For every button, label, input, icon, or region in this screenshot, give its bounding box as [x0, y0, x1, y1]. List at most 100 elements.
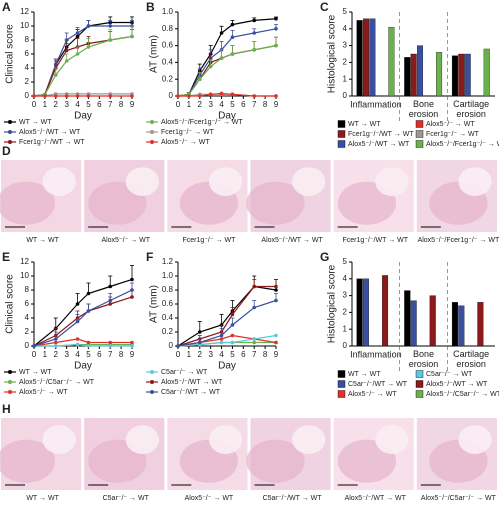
y-tick-label: 8 [25, 285, 30, 294]
series-line [33, 296, 133, 347]
data-point [64, 94, 69, 98]
y-tick-label: 1 [343, 74, 348, 83]
micrograph [167, 160, 248, 232]
y-axis-label: AT (mm) [149, 35, 160, 73]
tissue [246, 439, 305, 483]
y-tick-label: 0.2 [162, 74, 174, 83]
data-point [32, 344, 36, 348]
y-tick-label: 12 [20, 7, 29, 16]
legend-label: Alox5⁻/⁻/C5ar⁻/⁻ → WT [426, 391, 499, 398]
legend-swatch [415, 130, 424, 138]
data-point [86, 309, 91, 313]
series-line [178, 92, 276, 97]
y-tick-label: 5 [343, 7, 348, 16]
legend-dot [150, 380, 154, 384]
data-point [230, 323, 235, 327]
legend-label: Alox5⁻/⁻ → WT [161, 139, 210, 146]
legend-swatch [415, 140, 424, 148]
legend-swatch [337, 130, 346, 138]
bar [388, 26, 395, 97]
x-tick-label: 0 [32, 100, 37, 109]
data-point [176, 94, 180, 98]
legend-label: Alox5⁻/⁻/C5ar⁻/⁻ → WT [19, 379, 95, 386]
caption: Alox5⁻/⁻/C5ar⁻/⁻ → WT [421, 495, 497, 502]
data-point [252, 31, 257, 35]
category-label: Cartilage erosion [453, 349, 489, 369]
series-line [33, 278, 133, 347]
x-axis-label: Day [74, 111, 92, 122]
y-tick-label: 4 [343, 24, 348, 33]
data-point [252, 18, 257, 23]
legend-label: WT → WT [348, 121, 381, 128]
data-point [53, 340, 58, 345]
data-point [197, 94, 202, 98]
y-tick-label: 0.6 [162, 299, 174, 308]
caption: Alox5⁻/⁻/WT → WT [345, 495, 407, 502]
x-tick-label: 5 [86, 350, 91, 359]
bar [416, 45, 424, 97]
legend-label: Fcer1g⁻/⁻ → WT [426, 131, 480, 138]
y-axis-label: Histological score [327, 264, 338, 343]
micrograph [333, 160, 414, 232]
data-point [86, 344, 91, 348]
x-tick-label: 3 [208, 100, 213, 109]
y-tick-label: 1.0 [162, 271, 174, 280]
y-tick-label: 10 [20, 21, 29, 30]
x-tick-label: 4 [219, 100, 224, 109]
data-point [86, 291, 91, 296]
x-tick-label: 3 [64, 350, 69, 359]
y-axis-label: Clinical score [5, 24, 16, 84]
bone [125, 425, 160, 454]
data-point [252, 94, 257, 98]
data-point [230, 312, 235, 317]
bar [464, 53, 471, 97]
data-point [274, 43, 278, 48]
y-tick-label: 2 [343, 308, 348, 317]
x-tick-label: 8 [263, 350, 268, 359]
panel-label: C [320, 0, 329, 14]
bar [362, 278, 369, 347]
legend-label: C5ar⁻/⁻ → WT [161, 369, 208, 376]
y-tick-label: 2 [25, 77, 30, 86]
bone [458, 425, 492, 454]
data-point [75, 94, 80, 98]
bone [375, 167, 409, 197]
y-tick-label: 0 [25, 91, 30, 100]
micrograph [0, 418, 82, 490]
x-tick-label: 0 [176, 100, 181, 109]
x-tick-label: 5 [230, 350, 235, 359]
legend-label: C5ar⁻/⁻ → WT [426, 371, 473, 378]
x-tick-label: 1 [43, 100, 48, 109]
legend-dot [150, 140, 154, 144]
bar [382, 275, 389, 347]
data-point [197, 77, 202, 81]
data-point [274, 16, 278, 21]
legend-label: Alox5⁻/⁻/WT → WT [161, 379, 223, 386]
caption: Fcer1g⁻/⁻ → WT [182, 237, 236, 244]
panel-label: F [146, 250, 153, 264]
y-tick-label: 1 [343, 324, 348, 333]
legend-dot [8, 120, 12, 124]
data-point [75, 319, 80, 324]
category-label: Bone erosion [409, 349, 439, 369]
x-tick-label: 9 [130, 350, 135, 359]
legend-label: Alox5⁻/⁻ → WT [348, 391, 397, 398]
data-point [252, 337, 257, 341]
legend-label: C5ar⁻/⁻/WT → WT [161, 389, 221, 396]
x-tick-label: 2 [198, 100, 203, 109]
data-point [274, 94, 278, 98]
data-point [230, 22, 235, 27]
x-tick-label: 8 [263, 100, 268, 109]
bone [208, 425, 243, 454]
data-point [86, 94, 91, 98]
y-tick-label: 0.4 [162, 58, 174, 67]
data-point [187, 94, 191, 98]
bar [404, 290, 411, 347]
x-tick-label: 6 [241, 100, 246, 109]
y-tick-label: 0.2 [162, 327, 174, 336]
data-point [230, 92, 235, 97]
x-tick-label: 5 [86, 100, 91, 109]
legend-dot [8, 370, 12, 374]
bar [404, 57, 411, 97]
